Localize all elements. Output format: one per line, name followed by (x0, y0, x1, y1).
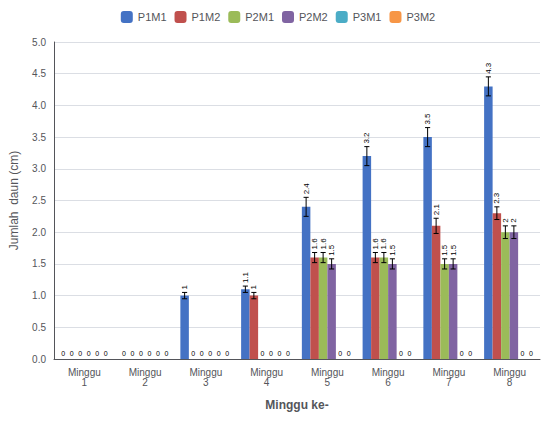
svg-text:2.1: 2.1 (432, 204, 441, 216)
svg-text:1.6: 1.6 (318, 238, 328, 250)
svg-text:Jumlah daun (cm): Jumlah daun (cm) (7, 151, 21, 250)
svg-text:1.0: 1.0 (32, 290, 46, 301)
svg-text:0: 0 (78, 350, 82, 357)
svg-text:Minggu: Minggu (128, 366, 162, 378)
svg-text:P1M2: P1M2 (192, 11, 221, 23)
svg-text:0: 0 (529, 350, 533, 357)
svg-text:0: 0 (104, 350, 108, 357)
svg-text:4.5: 4.5 (32, 68, 46, 79)
svg-text:2: 2 (142, 377, 148, 388)
svg-text:3.0: 3.0 (32, 163, 46, 174)
svg-text:0: 0 (260, 350, 264, 357)
svg-text:2.5: 2.5 (32, 195, 46, 206)
svg-text:0: 0 (139, 350, 143, 357)
svg-text:0: 0 (61, 350, 65, 357)
svg-text:5.0: 5.0 (32, 37, 46, 48)
svg-text:3.2: 3.2 (362, 132, 371, 144)
svg-text:3.5: 3.5 (32, 132, 46, 143)
svg-text:1.5: 1.5 (388, 244, 397, 256)
svg-text:0: 0 (460, 350, 464, 357)
svg-text:0: 0 (156, 350, 160, 357)
svg-text:4.3: 4.3 (484, 62, 493, 74)
svg-text:1.6: 1.6 (310, 238, 320, 250)
svg-text:Minggu: Minggu (432, 366, 466, 378)
svg-text:0: 0 (277, 350, 281, 357)
svg-text:Minggu: Minggu (311, 366, 344, 378)
svg-text:2.4: 2.4 (302, 183, 311, 195)
svg-text:0: 0 (208, 350, 212, 357)
svg-text:7: 7 (446, 377, 452, 388)
svg-text:2.0: 2.0 (32, 227, 46, 238)
svg-text:5: 5 (325, 377, 331, 388)
svg-text:1.5: 1.5 (32, 258, 46, 269)
svg-text:0: 0 (200, 350, 204, 357)
svg-text:4: 4 (264, 377, 270, 388)
svg-text:Minggu ke-: Minggu ke- (265, 398, 328, 412)
svg-text:0: 0 (225, 350, 229, 357)
svg-text:1: 1 (180, 284, 189, 289)
svg-text:0: 0 (269, 350, 273, 357)
svg-text:3: 3 (203, 377, 209, 388)
svg-text:2: 2 (509, 218, 518, 223)
svg-text:2.3: 2.3 (492, 192, 501, 204)
svg-text:P1M1: P1M1 (138, 11, 167, 23)
svg-text:0: 0 (520, 350, 524, 357)
svg-text:0: 0 (147, 350, 151, 357)
svg-text:0: 0 (286, 350, 290, 357)
svg-text:P3M2: P3M2 (406, 11, 435, 23)
svg-text:Minggu: Minggu (493, 366, 526, 378)
svg-text:Minggu: Minggu (371, 366, 405, 378)
svg-text:0: 0 (338, 350, 342, 357)
svg-text:0: 0 (87, 350, 91, 357)
svg-text:0: 0 (164, 350, 168, 357)
svg-text:0: 0 (407, 350, 411, 357)
svg-text:8: 8 (507, 377, 513, 388)
svg-text:0: 0 (70, 350, 74, 357)
svg-text:Minggu: Minggu (68, 366, 101, 378)
svg-text:P3M1: P3M1 (353, 11, 382, 23)
svg-text:1.6: 1.6 (379, 238, 389, 250)
svg-text:2: 2 (500, 218, 510, 223)
svg-text:0: 0 (399, 350, 403, 357)
svg-text:0: 0 (130, 350, 134, 357)
svg-text:0: 0 (191, 350, 195, 357)
svg-text:1.5: 1.5 (327, 244, 336, 256)
svg-text:1: 1 (82, 377, 88, 388)
svg-text:Minggu: Minggu (189, 366, 223, 378)
svg-text:1.5: 1.5 (440, 244, 450, 256)
svg-text:0: 0 (468, 350, 472, 357)
svg-text:P2M2: P2M2 (299, 11, 328, 23)
svg-text:0: 0 (122, 350, 126, 357)
svg-text:6: 6 (385, 377, 391, 388)
svg-text:3.5: 3.5 (423, 113, 432, 125)
svg-text:0: 0 (217, 350, 221, 357)
svg-text:P2M1: P2M1 (245, 11, 274, 23)
svg-text:1: 1 (249, 284, 258, 289)
svg-text:1.5: 1.5 (449, 244, 458, 256)
svg-text:1.6: 1.6 (370, 238, 380, 250)
svg-text:1.1: 1.1 (241, 271, 250, 283)
svg-text:Minggu: Minggu (250, 366, 283, 378)
svg-text:4.0: 4.0 (32, 100, 46, 111)
svg-text:0.0: 0.0 (32, 354, 46, 365)
svg-text:0: 0 (347, 350, 351, 357)
svg-text:0: 0 (95, 350, 99, 357)
svg-text:0.5: 0.5 (32, 322, 46, 333)
